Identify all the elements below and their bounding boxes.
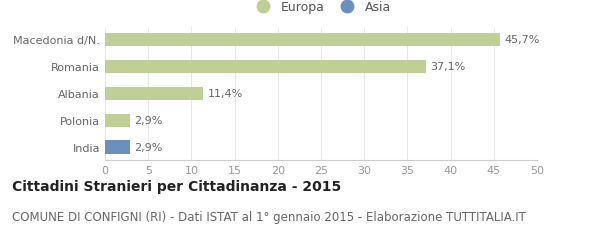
Text: Cittadini Stranieri per Cittadinanza - 2015: Cittadini Stranieri per Cittadinanza - 2…	[12, 179, 341, 193]
Bar	[105, 33, 500, 47]
Legend: Europa, Asia: Europa, Asia	[246, 0, 396, 19]
Text: 2,9%: 2,9%	[134, 116, 163, 126]
Text: 37,1%: 37,1%	[430, 62, 465, 72]
Text: 11,4%: 11,4%	[208, 89, 243, 99]
Text: 2,9%: 2,9%	[134, 143, 163, 153]
Bar	[105, 114, 130, 127]
Bar	[105, 60, 425, 74]
Text: 45,7%: 45,7%	[504, 35, 539, 45]
Bar	[105, 87, 203, 101]
Text: COMUNE DI CONFIGNI (RI) - Dati ISTAT al 1° gennaio 2015 - Elaborazione TUTTITALI: COMUNE DI CONFIGNI (RI) - Dati ISTAT al …	[12, 210, 526, 223]
Bar	[105, 141, 130, 154]
